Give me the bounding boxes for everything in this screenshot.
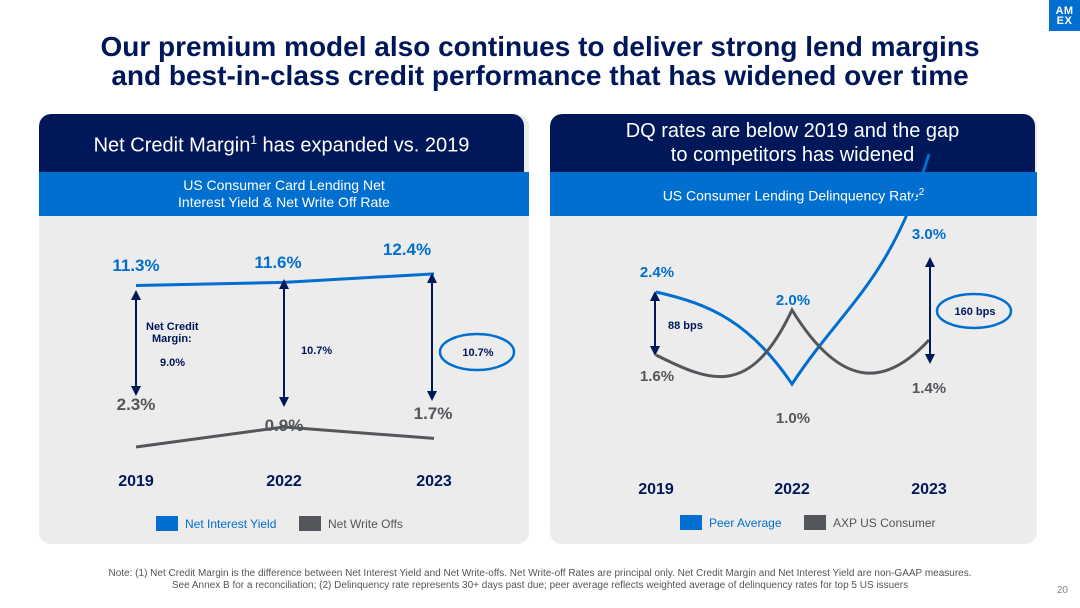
right-panel-subheader: US Consumer Lending Delinquency Rate2 [550, 172, 1037, 216]
page-title-line-2: and best-in-class credit performance tha… [111, 60, 969, 91]
right-header-line-2: to competitors has widened [670, 144, 915, 166]
spread-label-2019: 9.0% [160, 357, 185, 369]
x-tick-2022: 2022 [266, 473, 302, 490]
net-credit-margin-chart: 11.3% 11.6% 12.4% 2.3% 0.9% 1.7% Net CreditMar… [112, 240, 516, 531]
left-panel-header: Net Credit Margin1 has expanded vs. 2019 [39, 114, 524, 172]
legend-label-0: Net Interest Yield [185, 517, 276, 531]
net-interest-yield-line [135, 272, 435, 287]
peer-average-line [655, 153, 931, 387]
nii-label-1: 11.6% [254, 253, 301, 272]
delinquency-rate-chart: 2.4% 2.0% 3.0% 1.6% 1.0% 1.4% 88 bps 160 bps 201… [638, 153, 1013, 530]
page-number: 20 [1056, 585, 1068, 596]
nii-label-0: 11.3% [112, 256, 159, 275]
axp-label-2: 1.4% [912, 380, 946, 397]
right-panel: DQ rates are below 2019 and the gap to c… [550, 114, 1037, 544]
x-tick-2023: 2023 [911, 481, 947, 498]
left-header-footnote: 1 [250, 133, 257, 148]
right-sub-text: US Consumer Lending Delinquency Rate [662, 187, 919, 204]
legend-swatch-1 [299, 516, 321, 531]
gap-highlight-circle [935, 292, 1013, 330]
legend-swatch-0 [156, 516, 178, 531]
amex-logo: AM EX [1049, 0, 1080, 31]
net-write-offs-line [135, 425, 435, 449]
left-header-suffix: has expanded vs. 2019 [257, 134, 470, 157]
nwo-label-1: 0.9% [265, 416, 304, 435]
x-tick-2022: 2022 [774, 481, 810, 498]
page-title-line-1: Our premium model also continues to deli… [100, 31, 980, 62]
nwo-label-0: 2.3% [117, 395, 156, 414]
left-sub-line-2: Interest Yield & Net Write Off Rate [178, 194, 390, 210]
spread-label-2022: 10.7% [301, 345, 332, 357]
right-header-line-1: DQ rates are below 2019 and the gap [625, 120, 960, 142]
gap-label-2023: 160 bps [955, 306, 996, 318]
peer-label-1: 2.0% [776, 292, 810, 309]
left-panel-subheader: US Consumer Card Lending Net Interest Yi… [39, 172, 529, 216]
legend-swatch-1 [804, 515, 826, 530]
footnote: Note: (1) Net Credit Margin is the diffe… [40, 568, 1040, 592]
logo-line-2: EX [1056, 14, 1073, 27]
left-header-text: Net Credit Margin [93, 134, 251, 157]
spread-caption-1: Net Credit [146, 321, 199, 333]
footnote-line-1: Note: (1) Net Credit Margin is the diffe… [108, 568, 972, 579]
legend-label-1: AXP US Consumer [833, 516, 936, 530]
legend-swatch-0 [680, 515, 702, 530]
right-panel-header: DQ rates are below 2019 and the gap to c… [550, 114, 1035, 172]
peer-label-0: 2.4% [640, 264, 674, 281]
spread-label-2023: 10.7% [462, 347, 493, 359]
left-sub-line-1: US Consumer Card Lending Net [183, 177, 385, 193]
peer-label-2: 3.0% [912, 226, 946, 243]
right-sub-footnote: 2 [918, 186, 925, 198]
axp-label-1: 1.0% [776, 410, 810, 427]
x-tick-2023: 2023 [416, 473, 452, 490]
footnote-line-2: See Annex B for a reconciliation; (2) De… [171, 580, 909, 591]
nii-label-2: 12.4% [383, 240, 431, 259]
axp-us-consumer-line [655, 306, 931, 379]
nwo-label-2: 1.7% [414, 404, 453, 423]
x-tick-2019: 2019 [118, 473, 154, 490]
gap-label-2019: 88 bps [668, 320, 703, 332]
left-panel: Net Credit Margin1 has expanded vs. 2019… [39, 114, 529, 544]
axp-label-0: 1.6% [640, 368, 674, 385]
page-title: Our premium model also continues to deli… [0, 32, 1080, 90]
logo-line-1: AM [1055, 4, 1074, 17]
x-tick-2019: 2019 [638, 481, 674, 498]
spread-highlight-circle [438, 332, 516, 372]
legend-label-1: Net Write Offs [328, 517, 403, 531]
spread-caption-2: Margin: [152, 333, 192, 345]
legend-label-0: Peer Average [709, 516, 782, 530]
